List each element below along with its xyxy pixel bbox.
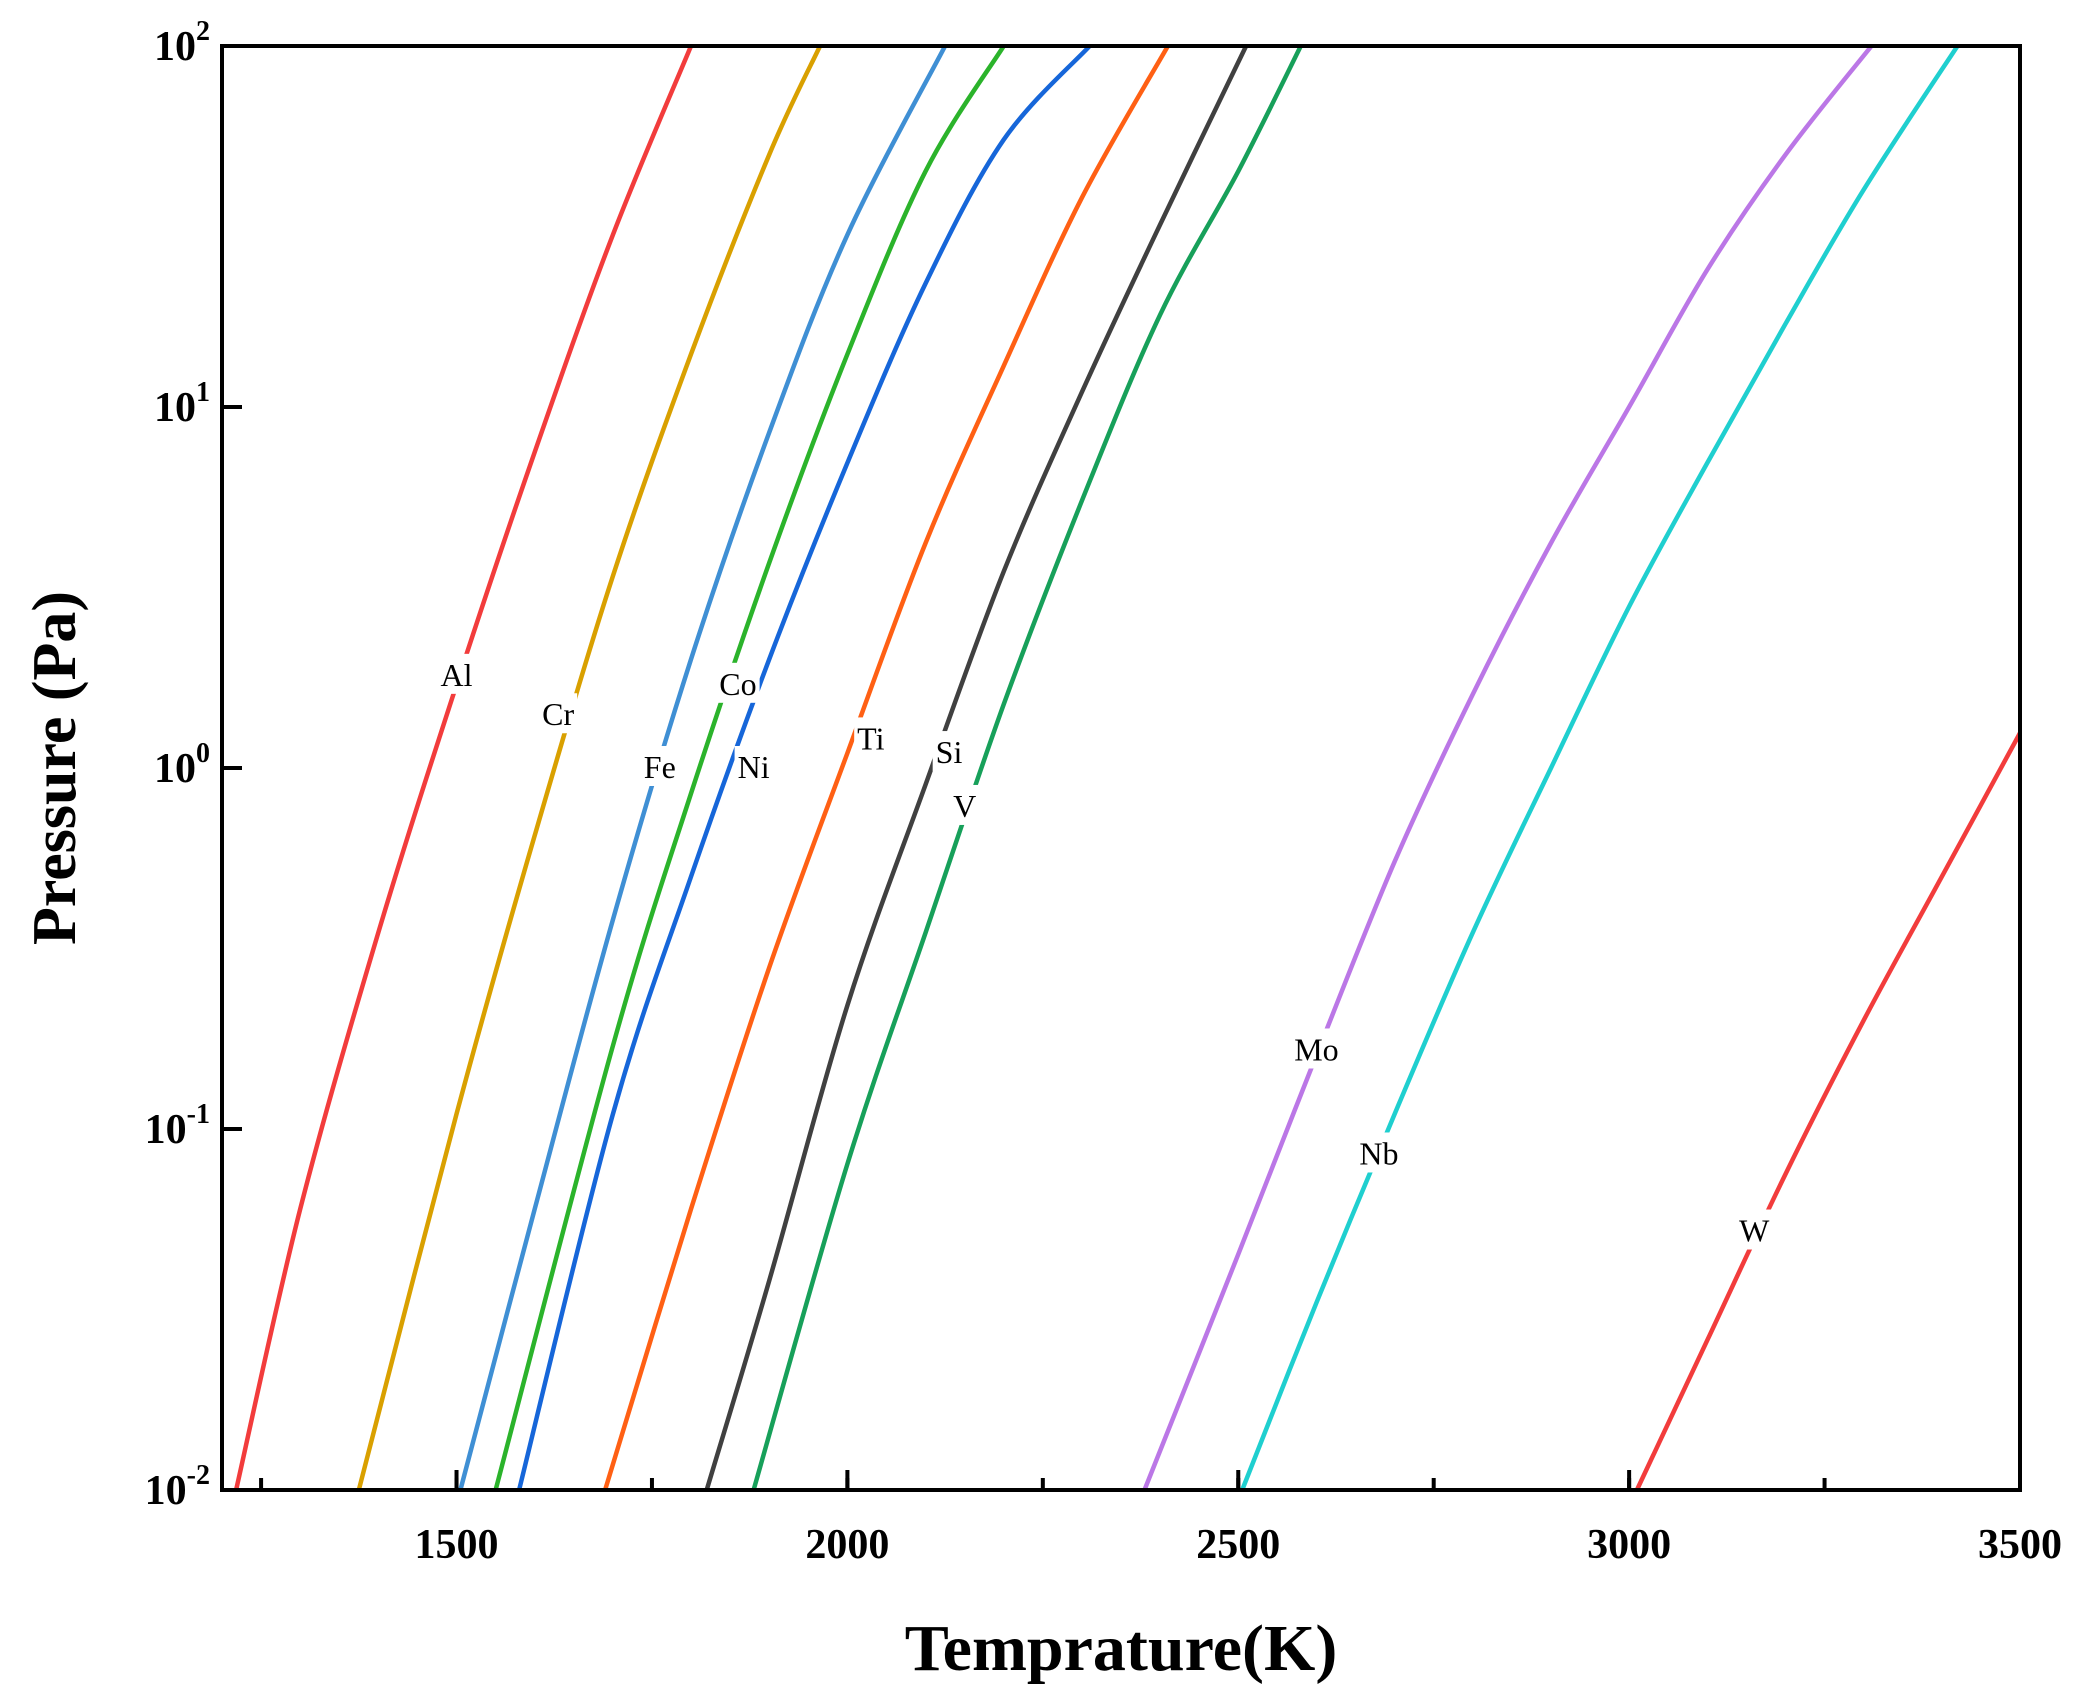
curve-label-bg-nb bbox=[1356, 1132, 1402, 1173]
curve-label-bg-fe bbox=[640, 746, 679, 786]
plot-frame bbox=[220, 44, 2022, 1492]
curve-si bbox=[704, 46, 1249, 1490]
curve-label-bg-mo bbox=[1291, 1028, 1342, 1069]
x-tick-label: 2500 bbox=[1196, 1522, 1280, 1568]
curve-label-bg-si bbox=[932, 731, 966, 772]
x-tick-label: 3000 bbox=[1587, 1522, 1671, 1568]
x-axis-title: Temprature(K) bbox=[905, 1612, 1338, 1685]
curve-label-bg-co bbox=[716, 662, 760, 703]
curve-mo bbox=[1142, 46, 1874, 1490]
curve-co bbox=[493, 46, 1006, 1490]
y-tick-label: 100 bbox=[154, 738, 210, 792]
y-tick-label: 10-1 bbox=[145, 1099, 210, 1153]
curve-label-nb: Nb bbox=[1359, 1135, 1398, 1171]
curve-label-cr: Cr bbox=[542, 696, 574, 732]
curve-ni bbox=[516, 46, 1092, 1490]
curve-label-bg-ni bbox=[734, 746, 773, 786]
curve-label-bg-w bbox=[1736, 1209, 1773, 1250]
curve-nb bbox=[1239, 46, 1960, 1490]
curves-layer bbox=[233, 46, 2020, 1490]
curve-label-v: V bbox=[953, 788, 976, 824]
curve-cr bbox=[356, 46, 823, 1490]
curve-label-bg-v bbox=[950, 784, 980, 825]
x-tick-label: 1500 bbox=[415, 1522, 499, 1568]
curve-label-co: Co bbox=[719, 666, 756, 702]
curve-label-bg-ti bbox=[854, 717, 888, 758]
curve-ti bbox=[602, 46, 1171, 1490]
curve-label-bg-cr bbox=[539, 693, 578, 734]
curve-fe bbox=[458, 46, 948, 1490]
curve-labels-layer: Al Cr Fe Co Ni Ti Si V Mo Nb W bbox=[437, 653, 1773, 1250]
y-tick-label: 10-2 bbox=[145, 1460, 210, 1514]
curve-label-ti: Ti bbox=[857, 720, 884, 756]
curve-label-al: Al bbox=[441, 657, 473, 693]
curve-label-bg-al bbox=[437, 653, 476, 694]
curve-v bbox=[751, 46, 1304, 1490]
curve-label-fe: Fe bbox=[644, 749, 676, 785]
x-tick-label: 2000 bbox=[805, 1522, 889, 1568]
curve-label-si: Si bbox=[936, 734, 963, 770]
y-axis-title: Pressure (Pa) bbox=[21, 591, 89, 945]
curve-label-ni: Ni bbox=[738, 749, 770, 785]
x-tick-label: 3500 bbox=[1978, 1522, 2062, 1568]
curve-label-mo: Mo bbox=[1294, 1031, 1338, 1067]
y-tick-label: 101 bbox=[154, 377, 210, 431]
y-tick-label: 102 bbox=[154, 16, 210, 70]
curve-al bbox=[233, 46, 694, 1490]
curve-label-w: W bbox=[1739, 1213, 1770, 1249]
curve-w bbox=[1634, 730, 2020, 1490]
ticks-layer: 1500 2000 2500 3000 3500 10-2 10-1 100 101 102 bbox=[145, 16, 2062, 1568]
